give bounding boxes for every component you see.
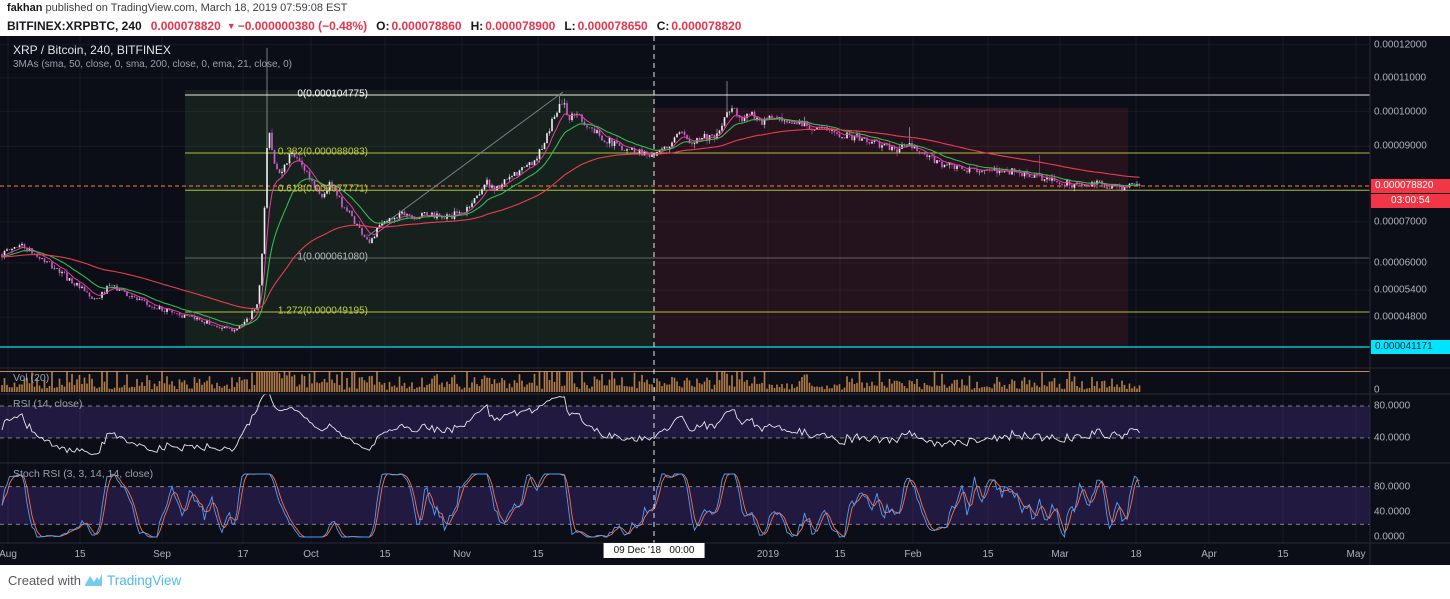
price-axis-label: 0.00010000	[1374, 106, 1427, 118]
ohlc-field-value: 0.000078820	[671, 19, 742, 33]
ohlc-field-label: L:	[564, 19, 576, 33]
byline: fakhan published on TradingView.com, Mar…	[7, 2, 347, 14]
time-axis-label: 15	[982, 549, 994, 560]
symbol-title[interactable]: BITFINEX:XRPBTC, 240	[7, 19, 142, 33]
sma-200-line	[1, 128, 1140, 309]
price-axis-label: 0.00004800	[1374, 311, 1427, 323]
ohlc-field-label: C:	[656, 19, 670, 33]
time-axis-label: Nov	[453, 549, 471, 560]
pane-axis-label: 40.0000	[1374, 432, 1411, 444]
tradingview-brand-link[interactable]: TradingView	[106, 573, 182, 588]
byline-text: published on TradingView.com, March 18, …	[42, 2, 348, 14]
stoch-d-line	[1, 473, 1140, 538]
ema-21-line	[1, 113, 1140, 330]
time-axis-label: Oct	[303, 549, 319, 560]
stoch-pane-label[interactable]: Stoch RSI (3, 3, 14, 14, close)	[13, 468, 154, 480]
ohlc-field-value: 0.000078650	[577, 19, 648, 33]
fib-level-label: 1(0.000061080)	[297, 251, 368, 263]
time-axis-label: 15	[379, 549, 391, 560]
stoch-band	[0, 486, 1370, 525]
ohlc-values: O: 0.000078860 H: 0.000078900 L: 0.000078650 C…	[367, 19, 741, 33]
price-axis-label: 0.00007000	[1374, 216, 1427, 228]
time-axis-label: May	[1346, 549, 1366, 560]
page-header: fakhan published on TradingView.com, Mar…	[0, 0, 1450, 36]
time-axis-label: Feb	[904, 549, 922, 560]
pane-axis-label: 0	[1374, 384, 1380, 396]
chart-legend-indicator[interactable]: 3MAs (sma, 50, close, 0, sma, 200, close…	[13, 59, 293, 70]
chart-legend-title[interactable]: XRP / Bitcoin, 240, BITFINEX	[13, 43, 171, 57]
rsi-pane-label[interactable]: RSI (14, close)	[13, 398, 83, 410]
page-footer: Created with TradingView	[0, 565, 1450, 599]
change-direction-icon: ▼	[226, 21, 236, 31]
time-axis-label: 15	[1277, 549, 1289, 560]
pane-axis-label: 40.0000	[1374, 506, 1411, 518]
time-axis-label: 18	[1130, 549, 1142, 560]
ohlc-field-value: 0.000078900	[485, 19, 556, 33]
time-axis-label: 15	[834, 549, 846, 560]
pane-axis-label: 0.0000	[1374, 531, 1405, 543]
price-axis-label: 0.00011000	[1374, 72, 1427, 84]
time-axis-label: 15	[74, 549, 86, 560]
time-axis-label: 15	[532, 549, 544, 560]
ohlc-field-label: O:	[376, 19, 390, 33]
time-axis-label: Aug	[0, 549, 17, 560]
price-axis-label: 0.00005400	[1374, 284, 1427, 296]
gridlines	[0, 36, 1370, 543]
time-axis-label: Sep	[153, 549, 171, 560]
price-change: −0.000000380 (−0.48%)	[237, 19, 368, 33]
quote-bar: BITFINEX:XRPBTC, 240 0.000078820 ▼ −0.00000…	[7, 19, 741, 33]
tradingview-logo-icon[interactable]	[84, 573, 103, 588]
time-axis-label: Mar	[1051, 549, 1069, 560]
volume-bars	[1, 371, 1141, 392]
last-price-tag: 0.000078820	[1371, 179, 1450, 193]
trend-line[interactable]	[367, 91, 564, 237]
created-with-text: Created with	[8, 573, 81, 588]
time-axis-label: Apr	[1201, 549, 1217, 560]
time-axis-label: 2019	[756, 549, 780, 560]
stoch-k-line	[1, 473, 1140, 539]
pane-axis-label: 80.0000	[1374, 400, 1411, 412]
fib-level-label: 0(0.000104775)	[297, 88, 368, 100]
ohlc-field-value: 0.000078860	[391, 19, 462, 33]
fib-level-label: 0.618(0.000077771)	[277, 183, 368, 195]
fib-level-label: 1.272(0.000049195)	[277, 305, 368, 317]
volume-pane-label[interactable]: Vol (20)	[13, 372, 50, 384]
price-axis-label: 0.00006000	[1374, 257, 1427, 269]
author-link[interactable]: fakhan	[7, 2, 43, 14]
ohlc-field-label: H:	[470, 19, 484, 33]
price-axis-label: 0.00009000	[1374, 140, 1427, 152]
alert-level-tag: 0.000041171	[1371, 340, 1450, 354]
rsi-line	[1, 393, 1140, 456]
sma-50-line	[1, 118, 1140, 327]
time-axis-label: 17	[237, 549, 249, 560]
fib-level-label: 0.382(0.000088083)	[277, 146, 368, 158]
bar-countdown-tag: 03:00:54	[1371, 194, 1450, 208]
crosshair-time-tag: 09 Dec '18 00:00	[603, 543, 705, 558]
price-axis-label: 0.00012000	[1374, 39, 1427, 51]
pane-axis-label: 80.0000	[1374, 481, 1411, 493]
last-price: 0.000078820	[150, 19, 221, 33]
